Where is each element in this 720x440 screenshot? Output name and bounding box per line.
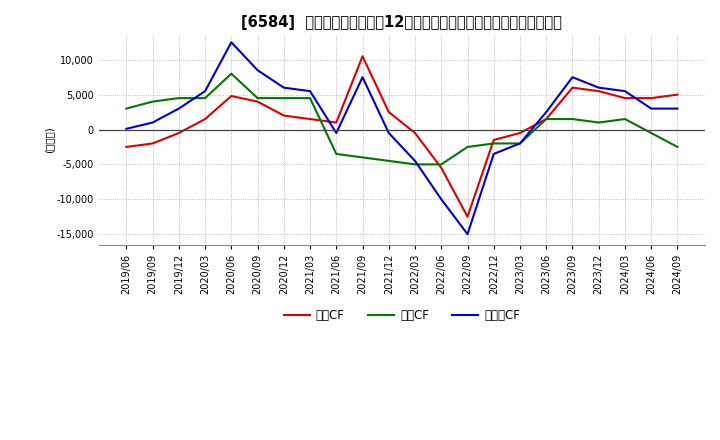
フリーCF xyxy=(359,74,367,80)
営業CF xyxy=(148,141,157,146)
投資CF xyxy=(463,144,472,150)
投資CF xyxy=(148,99,157,104)
フリーCF xyxy=(122,126,131,132)
営業CF xyxy=(463,214,472,220)
営業CF xyxy=(279,113,288,118)
営業CF xyxy=(359,54,367,59)
フリーCF xyxy=(201,88,210,94)
フリーCF xyxy=(647,106,655,111)
投資CF xyxy=(568,117,577,122)
営業CF xyxy=(227,93,235,99)
Y-axis label: (百万円): (百万円) xyxy=(44,127,54,154)
Title: [6584]  キャッシュフローの12か月移動合計の対前年同期増減額の推移: [6584] キャッシュフローの12か月移動合計の対前年同期増減額の推移 xyxy=(241,15,562,30)
フリーCF xyxy=(227,40,235,45)
投資CF xyxy=(647,130,655,136)
投資CF xyxy=(437,162,446,167)
フリーCF xyxy=(332,130,341,136)
フリーCF xyxy=(253,68,262,73)
投資CF xyxy=(595,120,603,125)
フリーCF xyxy=(174,106,183,111)
フリーCF xyxy=(148,120,157,125)
投資CF xyxy=(253,95,262,101)
フリーCF xyxy=(595,85,603,90)
Line: フリーCF: フリーCF xyxy=(127,42,678,234)
営業CF xyxy=(384,110,393,115)
投資CF xyxy=(279,95,288,101)
営業CF xyxy=(437,165,446,171)
フリーCF xyxy=(490,151,498,157)
営業CF xyxy=(647,95,655,101)
投資CF xyxy=(542,117,551,122)
フリーCF xyxy=(516,141,524,146)
投資CF xyxy=(516,141,524,146)
投資CF xyxy=(359,155,367,160)
営業CF xyxy=(253,99,262,104)
営業CF xyxy=(621,95,629,101)
フリーCF xyxy=(673,106,682,111)
投資CF xyxy=(332,151,341,157)
営業CF xyxy=(306,117,315,122)
フリーCF xyxy=(463,231,472,237)
投資CF xyxy=(201,95,210,101)
フリーCF xyxy=(410,158,419,164)
投資CF xyxy=(384,158,393,164)
投資CF xyxy=(410,162,419,167)
投資CF xyxy=(621,117,629,122)
営業CF xyxy=(490,137,498,143)
Line: 営業CF: 営業CF xyxy=(127,56,678,217)
投資CF xyxy=(673,144,682,150)
営業CF xyxy=(542,117,551,122)
営業CF xyxy=(174,130,183,136)
フリーCF xyxy=(568,74,577,80)
フリーCF xyxy=(437,197,446,202)
営業CF xyxy=(673,92,682,97)
投資CF xyxy=(227,71,235,77)
営業CF xyxy=(516,130,524,136)
Line: 投資CF: 投資CF xyxy=(127,74,678,165)
フリーCF xyxy=(542,110,551,115)
Legend: 営業CF, 投資CF, フリーCF: 営業CF, 投資CF, フリーCF xyxy=(279,304,525,326)
フリーCF xyxy=(279,85,288,90)
営業CF xyxy=(410,130,419,136)
営業CF xyxy=(332,120,341,125)
投資CF xyxy=(490,141,498,146)
営業CF xyxy=(201,117,210,122)
投資CF xyxy=(122,106,131,111)
営業CF xyxy=(568,85,577,90)
フリーCF xyxy=(621,88,629,94)
投資CF xyxy=(174,95,183,101)
投資CF xyxy=(306,95,315,101)
営業CF xyxy=(595,88,603,94)
営業CF xyxy=(122,144,131,150)
フリーCF xyxy=(306,88,315,94)
フリーCF xyxy=(384,130,393,136)
